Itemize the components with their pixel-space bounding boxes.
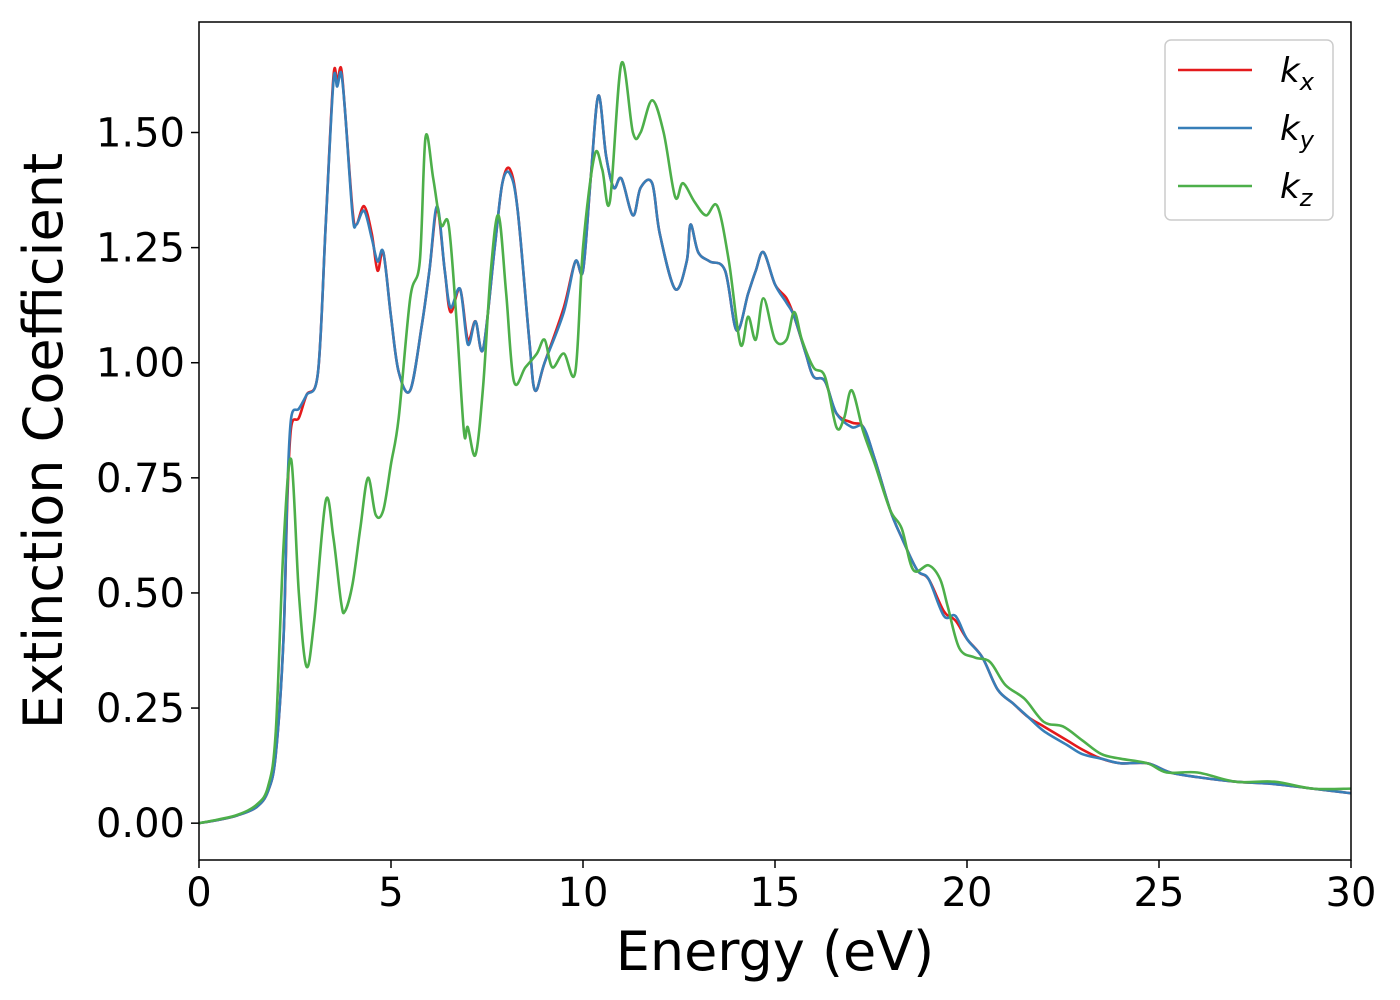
legend-frame xyxy=(1164,39,1334,221)
series-line-z xyxy=(198,60,1352,825)
x-tick-label: 25 xyxy=(1134,870,1185,916)
y-tick-label: 1.25 xyxy=(96,226,185,272)
x-tick-label: 20 xyxy=(942,870,993,916)
legend-label-main: k xyxy=(1280,109,1301,149)
legend-label-x: kx xyxy=(1280,51,1315,96)
legend-label-y: ky xyxy=(1280,109,1315,154)
y-tick-label: 1.50 xyxy=(96,111,185,157)
x-tick-label: 0 xyxy=(186,870,211,916)
y-tick-label: 0.00 xyxy=(96,801,185,847)
x-tick-label: 15 xyxy=(750,870,801,916)
y-axis-label: Extinction Coefficient xyxy=(12,153,75,729)
x-tick-label: 5 xyxy=(378,870,403,916)
x-tick-label: 30 xyxy=(1326,870,1377,916)
legend-label-sub: y xyxy=(1299,126,1315,154)
y-tick-label: 0.50 xyxy=(96,571,185,617)
y-axis: 0.00 0.25 0.50 0.75 1.00 1.25 1.50 xyxy=(96,111,199,847)
y-tick-label: 0.75 xyxy=(96,456,185,502)
series-line-y xyxy=(198,70,1352,825)
legend-label-main: k xyxy=(1280,51,1301,91)
series-layer xyxy=(198,60,1352,825)
legend-label-sub: x xyxy=(1299,68,1315,96)
x-axis: 0 5 10 15 20 25 30 xyxy=(186,860,1376,916)
legend-label-z: kz xyxy=(1280,167,1314,212)
x-tick-label: 10 xyxy=(558,870,609,916)
legend-label-main: k xyxy=(1280,167,1301,207)
y-tick-label: 1.00 xyxy=(96,341,185,387)
y-tick-label: 0.25 xyxy=(96,686,185,732)
x-axis-label: Energy (eV) xyxy=(616,920,935,983)
legend-label-sub: z xyxy=(1299,184,1314,212)
